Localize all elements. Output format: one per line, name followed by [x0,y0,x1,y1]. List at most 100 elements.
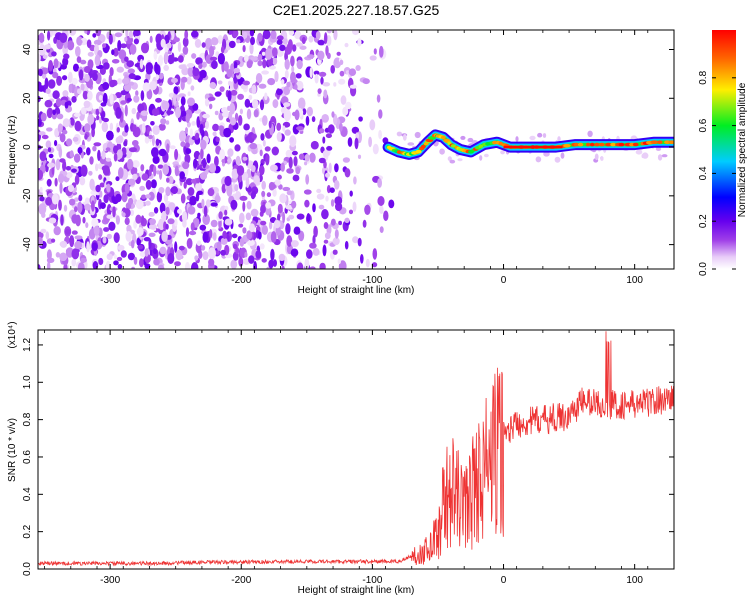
heatmap-cell [223,127,232,138]
heatmap-cell [97,149,101,161]
heatmap-cell [175,106,181,119]
heatmap-cell [230,259,238,269]
spectrogram-y-axis: -40 -20 0 20 40 [22,44,674,252]
heatmap-cell [360,253,364,264]
heatmap-cell [312,234,316,245]
y-tick-label: 20 [22,92,33,104]
heatmap-cell [291,200,297,209]
heatmap-cell [320,76,324,85]
heatmap-cell [195,57,203,65]
heatmap-cell [317,39,325,46]
heatmap-cell [40,112,47,122]
heatmap-cell [214,91,222,97]
heatmap-cell [283,109,291,122]
heatmap-cell [84,203,91,211]
heatmap-cell [324,232,331,240]
heatmap-cell [47,79,56,89]
heatmap-cell [116,149,123,160]
heatmap-cell [117,40,122,52]
heatmap-cell [251,99,259,109]
heatmap-cell [62,75,68,81]
heatmap-cell [121,212,126,217]
heatmap-cell [309,152,316,163]
heatmap-cell [45,140,52,149]
snr-frame [37,329,675,570]
heatmap-cell [191,30,199,38]
heatmap-cell [310,140,319,150]
heatmap-cell [185,113,190,124]
heatmap-cell [51,51,57,57]
heatmap-cell [148,134,153,140]
heatmap-cell [230,117,237,126]
heatmap-cell [82,216,86,224]
heatmap-cell [148,168,152,177]
heatmap-cell [236,165,245,176]
heatmap-cell [340,95,347,105]
heatmap-cell [193,158,198,169]
heatmap-cell [349,84,357,89]
heatmap-cell [75,46,81,57]
snr-y-axis: 0.0 0.2 0.4 0.6 0.8 1.0 1.2 [22,338,674,576]
spectrogram-x-label: Height of straight line (km) [298,285,415,296]
heatmap-cell [264,146,271,152]
heatmap-cell [246,200,252,210]
heatmap-cell [115,136,123,145]
signal-peak [492,140,498,145]
heatmap-cell [102,82,110,90]
heatmap-cell [194,255,199,261]
heatmap-cell [214,156,219,167]
heatmap-cell [64,229,71,235]
heatmap-cell [261,70,269,75]
x-tick-label: 0 [501,275,507,286]
heatmap-cell [161,231,168,242]
heatmap-cell [126,60,134,68]
heatmap-cell [325,133,332,139]
heatmap-cell [208,163,217,173]
heatmap-cell [202,213,210,226]
heatmap-cell [211,60,218,70]
signal-peak [478,144,484,149]
heatmap-cell [92,145,97,152]
heatmap-cell [169,145,176,150]
heatmap-cell [260,133,265,141]
heatmap-cell [115,215,120,225]
heatmap-cell [312,203,316,213]
heatmap-cell [108,221,116,231]
heatmap-cell [101,165,110,172]
heatmap-cell [237,93,245,100]
heatmap-cell [132,140,139,147]
heatmap-cell [302,108,307,115]
heatmap-cell [111,49,115,56]
heatmap-cell [323,89,328,99]
heatmap-cell [227,158,232,163]
colorbar-tick-label: 0.2 [698,214,709,228]
signal-peak [415,149,422,154]
heatmap-cell [129,209,135,216]
heatmap-cell [45,231,50,240]
heatmap-cell [322,82,331,87]
heatmap-cell [270,30,277,40]
heatmap-cell [148,191,155,201]
heatmap-cell [214,110,219,116]
heatmap-cell [330,199,335,207]
heatmap-cell [379,45,384,58]
heatmap-cell [67,71,73,84]
heatmap-cell [352,236,359,244]
heatmap-cell [258,83,267,89]
heatmap-cell [182,218,187,228]
heatmap-cell [73,112,81,118]
heatmap-cell [166,110,174,115]
heatmap-cell [140,164,145,172]
heatmap-cell [105,147,111,152]
heatmap-cell [44,44,51,50]
heatmap-cell [182,46,189,55]
signal-peak [610,142,616,147]
heatmap-cell [227,90,232,102]
y-tick-label: 1.2 [22,338,33,352]
heatmap-cell [269,164,278,172]
heatmap-cell [145,200,151,206]
heatmap-cell [46,257,55,263]
colorbar-tick-label: 0.4 [698,166,709,180]
heatmap-cell [229,102,236,115]
